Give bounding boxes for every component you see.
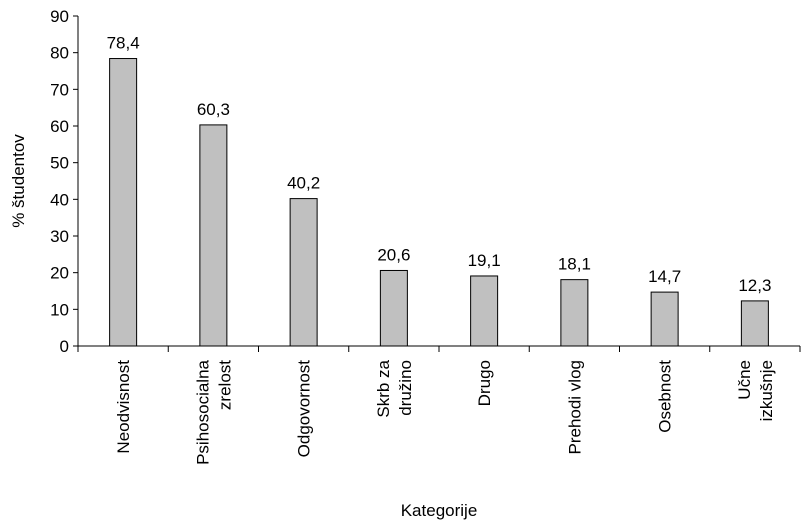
y-tick-label: 90	[50, 7, 69, 26]
data-label: 14,7	[648, 267, 681, 286]
bar	[470, 275, 499, 347]
category-label-line: Psihosocialna	[193, 359, 212, 464]
category-label-line: Učne	[735, 360, 754, 400]
y-tick-label: 40	[50, 190, 69, 209]
data-label: 12,3	[738, 276, 771, 295]
data-label: 20,6	[377, 245, 410, 264]
category-label-line: Osebnost	[656, 360, 675, 433]
y-tick-label: 60	[50, 117, 69, 136]
bar	[560, 279, 589, 347]
category-label: Osebnost	[656, 360, 675, 433]
category-label: Neodvisnost	[114, 360, 133, 454]
y-tick-label: 20	[50, 264, 69, 283]
y-tick-label: 50	[50, 154, 69, 173]
category-label: Učne izkušnje	[735, 360, 776, 421]
category-label: Skrb za družino	[374, 359, 415, 417]
bar	[650, 291, 679, 347]
category-label-line: družino	[396, 360, 415, 416]
category-label: Prehodi vlog	[565, 360, 584, 455]
category-label-line: Skrb za	[374, 359, 393, 417]
y-tick-label: 80	[50, 44, 69, 63]
data-label: 78,4	[107, 34, 140, 53]
category-label-line: Prehodi vlog	[565, 360, 584, 455]
y-tick-label: 0	[60, 337, 69, 356]
data-label: 18,1	[558, 255, 591, 274]
data-label: 19,1	[468, 251, 501, 270]
x-axis-title: Kategorije	[401, 501, 478, 520]
y-tick-label: 70	[50, 80, 69, 99]
bar	[199, 124, 228, 347]
bar	[740, 300, 769, 347]
category-label: Odgovornost	[295, 360, 314, 458]
x-axis-ticks	[77, 346, 801, 352]
y-axis-title: % študentov	[9, 134, 28, 228]
category-label-line: izkušnje	[757, 360, 776, 421]
category-label-line: Neodvisnost	[114, 360, 133, 454]
y-axis-ticks: 0 10 20 30 40 50 60 70 80 90	[50, 7, 78, 356]
bar	[109, 58, 138, 347]
data-label: 60,3	[197, 100, 230, 119]
category-label-line: Odgovornost	[295, 360, 314, 458]
data-labels: 78,4 60,3 40,2 20,6 19,1 18,1 14,7 12,3	[107, 34, 772, 295]
bar	[379, 269, 408, 347]
category-label-line: Drugo	[475, 360, 494, 406]
category-label: Drugo	[475, 360, 494, 406]
category-label: Psihosocialna zrelost	[193, 359, 234, 464]
data-label: 40,2	[287, 174, 320, 193]
x-axis-category-labels: Neodvisnost Psihosocialna zrelost Odgovorno…	[114, 359, 776, 464]
y-tick-label: 30	[50, 227, 69, 246]
category-label-line: zrelost	[215, 360, 234, 410]
y-tick-label: 10	[50, 300, 69, 319]
bar	[289, 198, 318, 347]
